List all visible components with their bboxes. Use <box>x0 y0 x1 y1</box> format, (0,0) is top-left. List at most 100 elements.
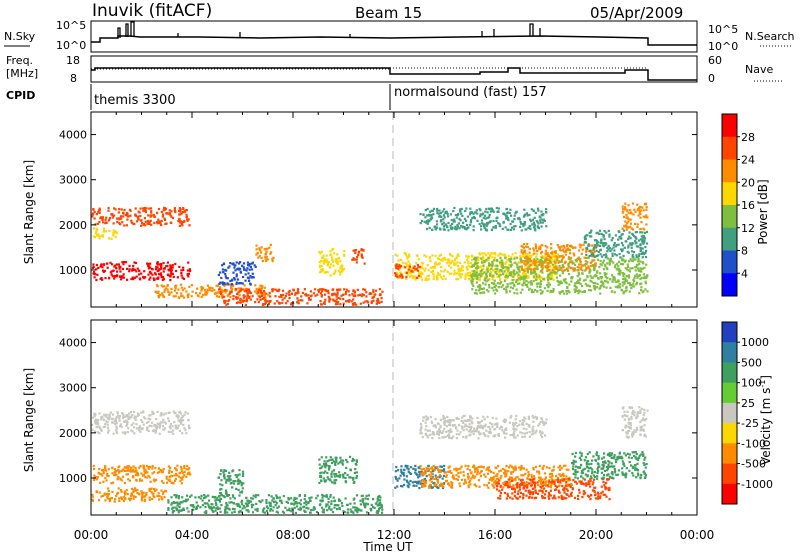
power-region-1 <box>91 206 191 227</box>
velocity-region-11 <box>621 406 649 439</box>
colorbar-segment <box>722 463 737 485</box>
velocity-scatter-data <box>91 406 649 514</box>
cpid-panel: CPID themis 3300 normalsound (fast) 157 <box>6 84 547 110</box>
date-title: 05/Apr/2009 <box>590 4 683 22</box>
colorbar-tick-label: 24 <box>741 154 755 167</box>
x-tick-label: 20:00 <box>579 528 614 542</box>
colorbar-segment <box>722 402 737 424</box>
y-tick-label: 3000 <box>59 174 87 187</box>
x-tick-label: 00:00 <box>74 528 109 542</box>
colorbar-segment <box>722 273 737 297</box>
freq-label: Freq. <box>6 54 33 67</box>
power-region-6 <box>318 247 346 277</box>
y-tick-label: 1000 <box>59 264 87 277</box>
velocity-region-8 <box>419 414 548 440</box>
nsky-panel: N.Sky 10^5 10^0 10^5 10^0 N.Search <box>4 19 795 53</box>
power-region-4 <box>218 288 384 306</box>
power-x-ticks <box>90 112 698 307</box>
freq-tick-18: 18 <box>66 54 80 67</box>
cpid-mode-1: themis 3300 <box>94 93 176 108</box>
colorbar-tick-label: 16 <box>741 199 755 212</box>
x-tick-label: 00:00 <box>680 528 715 542</box>
velocity-region-10 <box>571 451 648 480</box>
cpid-mode-2: normalsound (fast) 157 <box>394 85 547 100</box>
x-tick-label: 04:00 <box>175 528 210 542</box>
nsky-frame <box>90 20 698 53</box>
power-region-5 <box>255 243 275 263</box>
power-region-11 <box>469 256 649 295</box>
velocity-region-0 <box>91 410 191 435</box>
colorbar-segment <box>722 322 737 343</box>
time-axis-label: Time UT <box>362 540 413 554</box>
velocity-region-4 <box>217 469 245 499</box>
power-colorbar: 28 24 20 16 12 8 4 <box>721 113 755 297</box>
nsky-tick-bottom-left: 10^0 <box>56 39 86 52</box>
power-y-axis-label: Slant Range [km] <box>22 160 36 264</box>
velocity-region-3 <box>167 493 384 514</box>
colorbar-tick-label: -500 <box>741 458 766 471</box>
colorbar-tick-label: -1000 <box>741 478 773 491</box>
colorbar-segment <box>722 250 737 274</box>
nsky-tick-top-left: 10^5 <box>56 19 86 32</box>
power-panel: 1000 2000 3000 4000 Slant Range [km] 28 24 20… <box>22 111 770 308</box>
x-tick-label: 12:00 <box>377 528 412 542</box>
colorbar-segment <box>722 423 737 444</box>
colorbar-tick-label: -100 <box>741 437 766 450</box>
colorbar-tick-label: -25 <box>741 417 759 430</box>
nsky-tick-top-right: 10^5 <box>708 23 738 36</box>
colorbar-segment <box>722 205 737 229</box>
nave-tick-0: 0 <box>708 72 715 85</box>
colorbar-tick-label: 28 <box>741 131 755 144</box>
nsky-line <box>91 35 697 46</box>
nsky-spikes <box>117 21 541 38</box>
colorbar-segment <box>722 443 737 465</box>
time-axis-labels: 00:00 04:00 08:00 12:00 16:00 20:00 00:00 <box>74 528 715 542</box>
power-region-10 <box>419 206 548 232</box>
colorbar-segment <box>722 362 737 384</box>
nave-line <box>91 67 648 70</box>
nave-tick-60: 60 <box>708 54 722 67</box>
colorbar-segment <box>722 483 737 505</box>
y-tick-label: 3000 <box>59 382 87 395</box>
colorbar-tick-label: 25 <box>741 397 755 410</box>
freq-tick-8: 8 <box>70 72 77 85</box>
velocity-colorbar: 1000 500 100 25 -25 -100 -500 -1000 <box>721 321 773 505</box>
velocity-region-1 <box>92 464 192 485</box>
velocity-region-9 <box>495 478 611 501</box>
y-tick-label: 4000 <box>59 129 87 142</box>
colorbar-tick-label: 12 <box>741 222 755 235</box>
station-title: Inuvik (fitACF) <box>92 1 212 21</box>
freq-panel: Freq. [MHz] 18 8 60 0 Nave <box>6 54 782 85</box>
x-tick-label: 16:00 <box>478 528 513 542</box>
colorbar-segment <box>722 136 737 160</box>
velocity-region-5 <box>318 455 358 485</box>
power-region-13 <box>583 229 649 259</box>
colorbar-segment <box>722 114 737 138</box>
power-y-ticks: 1000 2000 3000 4000 <box>59 129 697 277</box>
colorbar-segment <box>722 159 737 183</box>
power-region-15 <box>217 261 257 286</box>
nave-label: Nave <box>745 63 773 76</box>
freq-line <box>91 67 697 81</box>
nsky-label: N.Sky <box>4 30 36 43</box>
freq-unit-label: [MHz] <box>6 67 38 80</box>
y-tick-label: 2000 <box>59 427 87 440</box>
power-region-2 <box>92 227 118 241</box>
power-region-9 <box>394 263 421 279</box>
beam-title: Beam 15 <box>355 4 422 22</box>
nsearch-label: N.Search <box>745 30 795 43</box>
colorbar-segment <box>722 227 737 251</box>
power-region-7 <box>351 248 366 265</box>
x-tick-label: 08:00 <box>276 528 311 542</box>
power-region-0 <box>91 261 192 282</box>
velocity-x-ticks <box>90 320 698 515</box>
power-colorbar-label: Power [dB] <box>756 179 770 244</box>
velocity-panel: 1000 2000 3000 4000 Slant Range [km] 1000 50… <box>22 319 773 516</box>
velocity-y-axis-label: Slant Range [km] <box>22 368 36 472</box>
colorbar-tick-label: 20 <box>741 176 755 189</box>
velocity-y-ticks: 1000 2000 3000 4000 <box>59 337 697 485</box>
power-scatter-data <box>91 202 649 306</box>
velocity-region-7 <box>419 464 573 489</box>
colorbar-frame <box>721 321 738 505</box>
